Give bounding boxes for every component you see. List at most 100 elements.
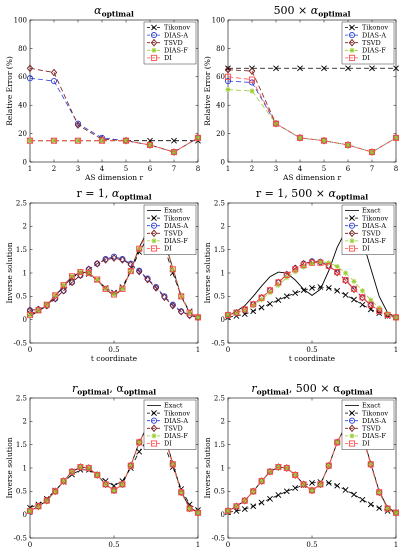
data-point-di (186, 505, 193, 512)
data-point-diasf (385, 506, 391, 512)
legend-label-tsvd: TSVD (362, 230, 381, 238)
data-point-di (50, 137, 58, 144)
data-point-di (77, 269, 84, 276)
chart-title: r = 1, 500 × αoptimal (256, 187, 368, 202)
data-point-diasf (343, 270, 349, 276)
legend-marker-tik (349, 215, 355, 222)
data-point-tik (297, 65, 303, 72)
data-point-di (376, 489, 383, 496)
data-point-di (122, 137, 130, 144)
x-tick-label: 0.5 (306, 346, 317, 354)
data-point-tsvd (367, 301, 374, 310)
data-point-di (178, 293, 185, 300)
data-point-di (359, 294, 366, 301)
x-tick-label: 3 (76, 165, 80, 173)
x-axis-label: t coordinate (91, 354, 138, 363)
data-point-tik (345, 65, 351, 72)
data-point-tsvd (224, 65, 232, 74)
legend-label-diasa: DIAS-A (362, 31, 386, 39)
legend-label-tik: Tikonov (362, 24, 388, 32)
data-point-di (250, 301, 257, 308)
y-tick-label: 80 (216, 45, 225, 53)
data-point-tsvd (119, 480, 126, 489)
data-point-di (170, 149, 178, 156)
data-point-tik (241, 506, 248, 512)
data-point-di (384, 505, 391, 512)
data-point-di (292, 471, 299, 479)
data-point-diasf (369, 149, 375, 155)
data-point-tik (267, 300, 273, 307)
x-tick-label: 7 (370, 165, 374, 173)
data-point-diasf (292, 472, 298, 478)
legend-label-diasa: DIAS-A (164, 417, 188, 425)
data-point-di (26, 311, 34, 319)
data-point-di (342, 276, 349, 284)
data-point-diasf (136, 439, 142, 445)
series-line-tik (227, 481, 397, 513)
data-point-di (334, 269, 341, 276)
data-point-diasf (309, 261, 315, 267)
legend-label-tik: Tikonov (164, 409, 190, 417)
data-point-tsvd (85, 464, 92, 472)
data-point-di (194, 509, 202, 516)
legend-marker-tik (349, 410, 355, 417)
data-point-di (74, 137, 82, 144)
y-tick-label: 2 (23, 223, 27, 231)
data-point-tsvd (43, 496, 50, 505)
data-point-tik (342, 292, 349, 298)
y-tick-label: -0.5 (212, 339, 226, 347)
series-tsvd (26, 254, 202, 322)
data-point-di (300, 262, 307, 269)
data-point-diasf (250, 303, 256, 309)
chart-panel-5: 00.51-0.500.511.522.5t coordinateInverse… (5, 382, 202, 550)
y-tick-label: 0.5 (16, 488, 27, 496)
data-point-tik (351, 296, 357, 303)
data-point-di (119, 481, 126, 488)
data-point-di (127, 268, 134, 275)
data-point-diasf (249, 88, 255, 94)
data-point-di (350, 285, 358, 292)
legend-label-tik: Tikonov (362, 214, 388, 222)
data-point-tsvd (77, 463, 84, 471)
data-point-tsvd (119, 256, 126, 264)
y-tick-label: 2 (23, 418, 27, 426)
data-point-tsvd (146, 141, 154, 149)
data-point-diasf (61, 478, 67, 484)
data-point-diasa (224, 78, 232, 85)
x-tick-label: 7 (172, 165, 176, 173)
legend-marker-diasf (151, 238, 157, 244)
series-di (26, 134, 202, 156)
data-point-tsvd (60, 477, 67, 485)
data-point-tik (359, 301, 366, 308)
data-point-tik (325, 480, 332, 486)
data-point-tsvd (122, 136, 130, 145)
legend-label-tik: Tikonov (164, 214, 190, 222)
legend-label-di: DI (164, 54, 172, 62)
data-point-di (317, 259, 324, 266)
y-tick-label: 1.5 (214, 441, 225, 449)
data-point-tsvd (334, 268, 341, 277)
legend-marker-diasa (150, 32, 158, 39)
data-point-diasf (385, 311, 391, 317)
x-tick-label: 2 (52, 165, 56, 173)
legend-marker-diasf (349, 238, 355, 244)
legend-marker-tik (151, 215, 157, 222)
data-point-di (85, 464, 92, 472)
data-point-di (344, 141, 352, 149)
data-point-diasf (94, 276, 100, 283)
y-tick-label: 20 (216, 130, 225, 138)
legend-label-diasf: DIAS-F (362, 47, 386, 55)
data-point-tsvd (300, 480, 307, 489)
legend-label-di: DI (362, 245, 370, 253)
data-point-di (26, 137, 34, 144)
data-point-tsvd (144, 275, 151, 284)
data-point-di (308, 259, 316, 266)
series-diasa (26, 253, 202, 321)
data-point-tsvd (194, 508, 202, 517)
data-point-tsvd (320, 136, 328, 145)
data-point-tsvd (152, 284, 160, 292)
data-point-di (194, 314, 202, 321)
data-point-di (43, 301, 50, 308)
